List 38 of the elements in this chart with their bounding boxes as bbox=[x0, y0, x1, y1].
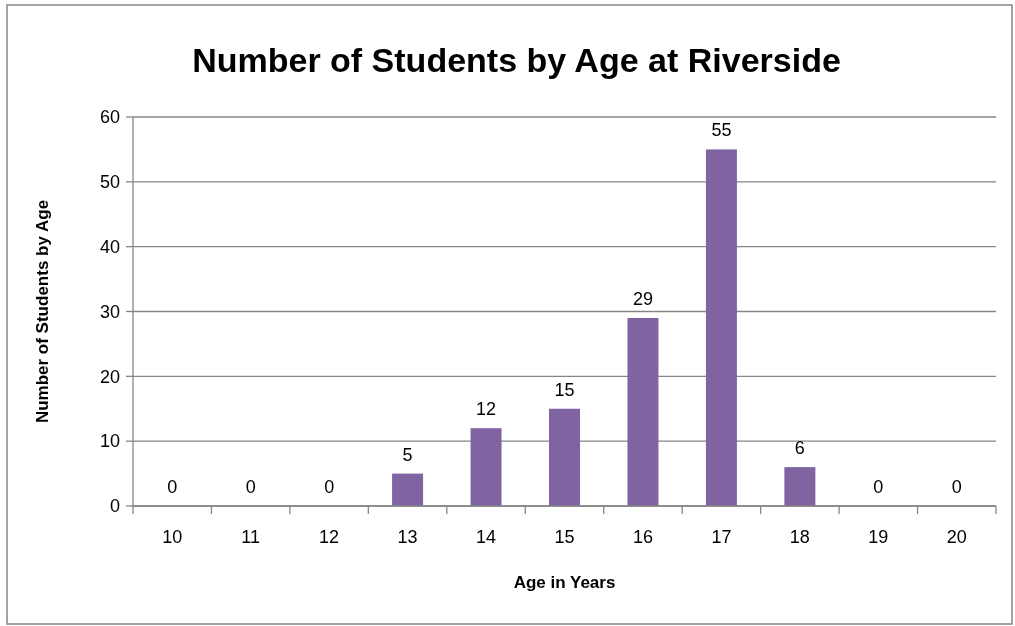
data-label: 0 bbox=[873, 477, 884, 497]
x-tick-label: 11 bbox=[241, 527, 261, 547]
bar bbox=[392, 473, 424, 506]
chart-title: Number of Students by Age at Riverside bbox=[192, 41, 841, 79]
x-tick-label: 20 bbox=[946, 527, 967, 547]
y-tick-label: 40 bbox=[99, 236, 120, 257]
bar bbox=[549, 408, 580, 506]
x-tick-label: 16 bbox=[632, 527, 653, 547]
data-label: 29 bbox=[632, 288, 653, 309]
x-tick-label: 18 bbox=[789, 527, 810, 547]
bar bbox=[627, 317, 659, 506]
data-label: 15 bbox=[554, 379, 575, 400]
bar bbox=[705, 149, 737, 506]
bar bbox=[470, 428, 502, 506]
y-tick-label: 20 bbox=[99, 366, 120, 387]
data-label: 0 bbox=[951, 477, 962, 497]
x-tick-label: 10 bbox=[162, 527, 183, 547]
x-tick-label: 13 bbox=[397, 527, 418, 547]
data-label: 0 bbox=[324, 477, 335, 497]
data-label: 12 bbox=[476, 399, 497, 420]
y-tick-label: 50 bbox=[99, 172, 120, 193]
x-tick-label: 15 bbox=[554, 527, 575, 547]
y-tick-label: 30 bbox=[99, 301, 120, 322]
x-tick-label: 17 bbox=[711, 527, 732, 547]
y-tick-label: 0 bbox=[109, 496, 120, 517]
x-axis-title: Age in Years bbox=[513, 573, 616, 592]
x-tick-label: 14 bbox=[476, 527, 497, 547]
x-tick-label: 19 bbox=[868, 527, 889, 547]
data-label: 6 bbox=[794, 438, 805, 459]
y-axis-title: Number of Students by Age bbox=[33, 199, 52, 424]
data-label: 0 bbox=[167, 477, 178, 497]
data-label: 55 bbox=[711, 120, 732, 141]
y-tick-label: 10 bbox=[99, 431, 120, 452]
x-tick-label: 12 bbox=[319, 527, 340, 547]
bar bbox=[784, 467, 816, 506]
data-label: 5 bbox=[402, 444, 413, 465]
y-tick-label: 60 bbox=[99, 107, 120, 128]
data-label: 0 bbox=[245, 477, 256, 497]
